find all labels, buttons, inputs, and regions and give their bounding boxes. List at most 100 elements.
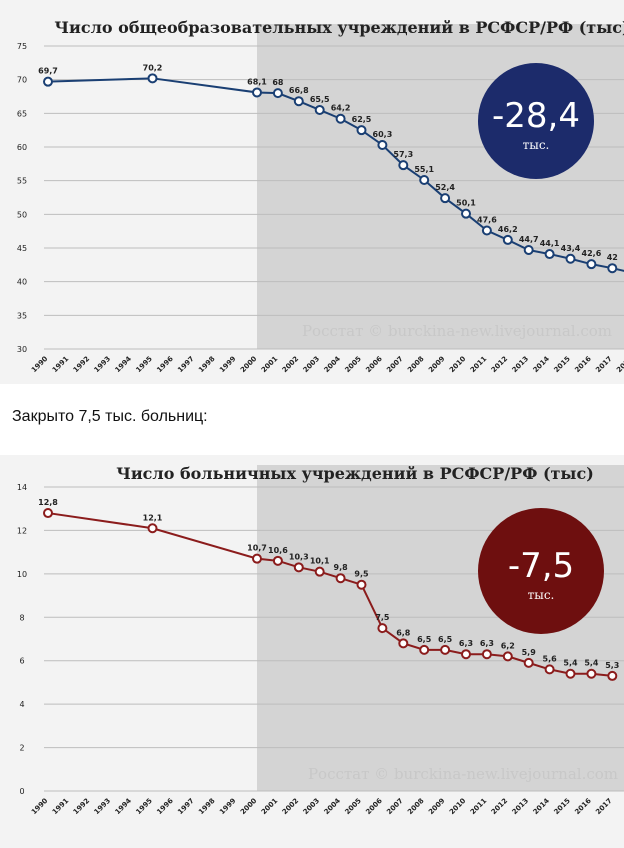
x-tick-label: 2008 [406,355,426,375]
y-tick-label: 6 [19,657,24,666]
data-point [461,649,471,660]
x-tick-label: 2017 [594,797,614,817]
y-tick-label: 4 [19,700,24,709]
data-label: 68 [272,78,284,87]
x-tick-label: 2012 [490,355,510,375]
data-point [43,508,53,519]
data-point [293,562,304,573]
data-label: 42,6 [582,249,602,258]
x-tick-label: 2003 [302,355,322,375]
x-tick-label: 2016 [573,355,593,375]
data-point [335,113,346,124]
data-label: 44,7 [519,235,539,244]
x-tick-label: 2005 [343,797,363,817]
badge-circle [478,508,604,634]
chart-title: Число больничных учреждений в РСФСР/РФ (… [116,464,594,483]
data-point [377,623,388,634]
data-label: 42 [607,253,618,262]
data-point [481,649,492,660]
data-point [252,553,262,564]
data-label: 52,4 [435,183,455,192]
x-tick-label: 2001 [260,797,280,817]
x-tick-label: 1993 [93,355,113,375]
x-tick-label: 2006 [364,355,384,375]
x-tick-label: 2018 [615,355,624,375]
chart-title: Число общеобразовательных учреждений в Р… [54,18,624,37]
data-point [419,174,430,185]
data-label: 60,3 [373,130,393,139]
data-point [356,579,367,590]
data-label: 12,1 [143,513,163,522]
x-tick-label: 2008 [406,797,426,817]
data-label: 5,4 [563,659,578,668]
data-point [607,670,618,681]
data-point [43,76,53,87]
data-point [607,263,618,274]
x-tick-label: 2017 [594,355,614,375]
x-tick-label: 2000 [239,355,259,375]
x-tick-label: 2004 [323,355,343,375]
x-tick-label: 1993 [93,797,113,817]
x-tick-label: 2009 [427,355,447,375]
data-label: 10,1 [310,557,330,566]
x-tick-label: 1999 [218,355,238,375]
data-label: 69,7 [38,67,58,76]
data-label: 10,3 [289,552,309,561]
data-label: 5,3 [605,661,619,670]
y-tick-label: 30 [17,345,27,354]
badge-circle [478,63,594,179]
x-tick-label: 1997 [176,355,196,375]
data-label: 64,2 [331,104,351,113]
data-label: 70,2 [143,63,163,72]
x-tick-label: 1994 [114,355,134,375]
data-point [293,96,304,107]
badge-unit: тыс. [523,138,550,152]
x-tick-label: 2014 [532,797,552,817]
data-label: 55,1 [414,165,434,174]
y-tick-label: 14 [17,483,27,492]
x-tick-label: 2009 [427,797,447,817]
y-tick-label: 45 [17,244,27,253]
data-label: 6,8 [396,628,411,637]
data-point [440,644,451,655]
data-point [544,664,555,675]
x-tick-label: 2016 [573,797,593,817]
x-tick-label: 1999 [218,797,238,817]
data-label: 50,1 [456,199,476,208]
x-tick-label: 1995 [134,797,154,817]
y-tick-label: 70 [17,76,27,85]
data-point [147,73,158,84]
data-point [502,234,513,245]
y-tick-label: 60 [17,143,27,152]
x-tick-label: 2007 [385,355,405,375]
x-tick-label: 1992 [72,355,92,375]
data-point [252,87,262,98]
data-label: 43,4 [561,244,581,253]
data-label: 57,3 [393,150,413,159]
x-tick-label: 2012 [490,797,510,817]
data-label: 10,6 [268,546,288,555]
y-tick-label: 12 [17,526,27,535]
data-label: 6,5 [417,635,432,644]
x-tick-label: 2002 [281,797,301,817]
x-tick-label: 2013 [511,355,531,375]
watermark: Росстат © burckina-new.livejournal.com [302,322,612,340]
x-tick-label: 2006 [364,797,384,817]
school-chart: 75 70 65 60 55 50 45 40 35 30 1990 1991 1992 1993 1994… [0,0,624,384]
data-point [461,208,471,219]
data-label: 9,8 [334,563,349,572]
data-point [398,638,409,649]
x-tick-label: 2011 [469,797,489,817]
data-point [398,160,409,171]
x-tick-label: 1997 [176,797,196,817]
x-tick-label: 2013 [511,797,531,817]
data-label: 5,9 [522,648,537,657]
data-point [335,573,346,584]
x-tick-label: 1995 [134,355,154,375]
data-point [544,249,555,260]
x-tick-label: 1991 [51,797,71,817]
data-label: 10,7 [247,544,267,553]
data-point [586,668,597,679]
